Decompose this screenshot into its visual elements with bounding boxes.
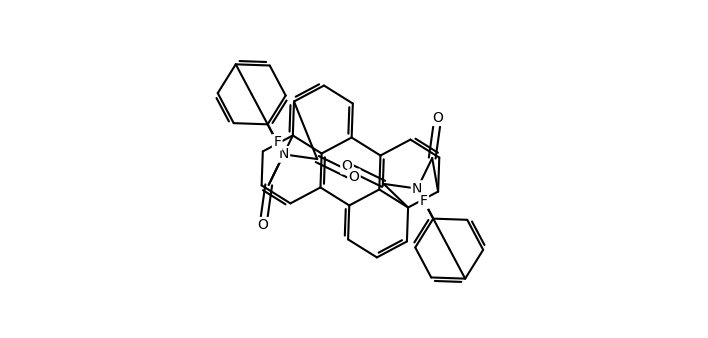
Text: N: N xyxy=(278,147,289,161)
Text: N: N xyxy=(412,182,423,196)
Text: F: F xyxy=(420,194,428,208)
Text: O: O xyxy=(258,218,268,232)
Text: O: O xyxy=(348,170,360,184)
Text: O: O xyxy=(341,159,353,173)
Text: F: F xyxy=(273,135,281,149)
Text: O: O xyxy=(433,111,443,125)
